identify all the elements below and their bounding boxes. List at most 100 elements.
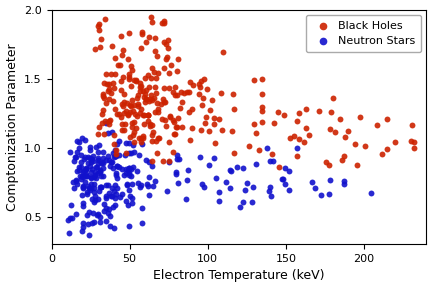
Black Holes bbox=[270, 121, 277, 126]
Neutron Stars bbox=[95, 156, 102, 160]
Black Holes bbox=[160, 39, 167, 44]
Neutron Stars bbox=[148, 164, 155, 169]
Neutron Stars bbox=[74, 139, 81, 143]
Black Holes bbox=[125, 31, 132, 35]
Neutron Stars bbox=[96, 185, 103, 190]
Neutron Stars bbox=[96, 189, 103, 193]
Black Holes bbox=[94, 24, 101, 29]
Black Holes bbox=[345, 128, 352, 133]
Black Holes bbox=[302, 107, 309, 111]
Black Holes bbox=[198, 103, 205, 107]
Black Holes bbox=[129, 68, 136, 72]
Neutron Stars bbox=[78, 176, 85, 181]
Black Holes bbox=[111, 107, 118, 111]
Neutron Stars bbox=[105, 206, 112, 211]
Neutron Stars bbox=[81, 138, 88, 143]
Black Holes bbox=[100, 92, 107, 96]
Black Holes bbox=[197, 127, 204, 132]
Neutron Stars bbox=[90, 185, 97, 190]
Black Holes bbox=[155, 109, 162, 114]
Neutron Stars bbox=[115, 152, 122, 157]
Neutron Stars bbox=[128, 201, 135, 205]
Black Holes bbox=[274, 110, 281, 115]
Black Holes bbox=[295, 136, 302, 141]
Neutron Stars bbox=[81, 157, 88, 161]
Neutron Stars bbox=[92, 165, 99, 169]
Neutron Stars bbox=[139, 142, 146, 147]
Neutron Stars bbox=[96, 168, 103, 173]
Neutron Stars bbox=[102, 194, 109, 198]
Neutron Stars bbox=[278, 177, 285, 181]
Black Holes bbox=[152, 49, 159, 54]
Black Holes bbox=[163, 54, 170, 59]
Black Holes bbox=[411, 146, 418, 150]
Neutron Stars bbox=[137, 183, 144, 188]
Black Holes bbox=[409, 122, 416, 127]
Neutron Stars bbox=[88, 221, 95, 226]
Neutron Stars bbox=[128, 174, 135, 178]
Black Holes bbox=[137, 81, 143, 86]
Black Holes bbox=[300, 140, 307, 144]
Black Holes bbox=[118, 114, 124, 119]
Neutron Stars bbox=[111, 202, 118, 207]
Neutron Stars bbox=[128, 166, 135, 171]
Black Holes bbox=[206, 107, 213, 112]
Neutron Stars bbox=[98, 173, 105, 178]
Black Holes bbox=[118, 127, 125, 132]
Neutron Stars bbox=[237, 205, 244, 210]
Black Holes bbox=[99, 108, 106, 113]
Black Holes bbox=[149, 122, 156, 127]
Black Holes bbox=[357, 115, 364, 120]
Black Holes bbox=[162, 57, 169, 61]
Neutron Stars bbox=[325, 192, 332, 196]
Neutron Stars bbox=[70, 158, 77, 163]
Neutron Stars bbox=[111, 147, 118, 152]
Black Holes bbox=[152, 110, 159, 114]
Black Holes bbox=[112, 148, 119, 153]
Neutron Stars bbox=[121, 173, 127, 177]
Neutron Stars bbox=[98, 185, 105, 190]
Black Holes bbox=[293, 119, 300, 123]
Neutron Stars bbox=[64, 217, 71, 222]
Neutron Stars bbox=[182, 197, 189, 202]
Black Holes bbox=[117, 79, 124, 84]
Neutron Stars bbox=[86, 210, 93, 215]
Neutron Stars bbox=[149, 184, 156, 188]
Neutron Stars bbox=[129, 196, 136, 200]
Neutron Stars bbox=[279, 176, 286, 181]
Neutron Stars bbox=[98, 184, 105, 189]
Neutron Stars bbox=[103, 196, 110, 200]
Black Holes bbox=[106, 82, 113, 86]
Neutron Stars bbox=[115, 165, 122, 169]
Neutron Stars bbox=[138, 206, 145, 211]
Neutron Stars bbox=[94, 165, 101, 170]
Neutron Stars bbox=[308, 180, 315, 185]
Black Holes bbox=[407, 138, 414, 143]
Neutron Stars bbox=[70, 180, 77, 184]
Neutron Stars bbox=[92, 198, 98, 202]
Neutron Stars bbox=[95, 197, 102, 201]
Neutron Stars bbox=[106, 164, 113, 169]
Black Holes bbox=[339, 157, 346, 162]
Neutron Stars bbox=[83, 192, 90, 196]
Black Holes bbox=[161, 18, 168, 23]
Neutron Stars bbox=[99, 174, 106, 178]
Neutron Stars bbox=[122, 152, 129, 157]
Black Holes bbox=[175, 57, 181, 61]
Black Holes bbox=[171, 132, 178, 136]
Black Holes bbox=[331, 130, 338, 134]
Black Holes bbox=[171, 93, 178, 97]
Black Holes bbox=[141, 99, 148, 104]
Neutron Stars bbox=[86, 145, 93, 149]
Neutron Stars bbox=[96, 215, 103, 219]
Black Holes bbox=[97, 45, 104, 49]
Black Holes bbox=[384, 117, 391, 122]
Neutron Stars bbox=[174, 180, 181, 185]
Neutron Stars bbox=[112, 154, 119, 158]
Neutron Stars bbox=[89, 167, 95, 171]
Black Holes bbox=[229, 92, 236, 96]
Black Holes bbox=[352, 141, 359, 146]
Neutron Stars bbox=[205, 163, 212, 168]
Neutron Stars bbox=[108, 194, 114, 198]
Black Holes bbox=[119, 47, 126, 52]
